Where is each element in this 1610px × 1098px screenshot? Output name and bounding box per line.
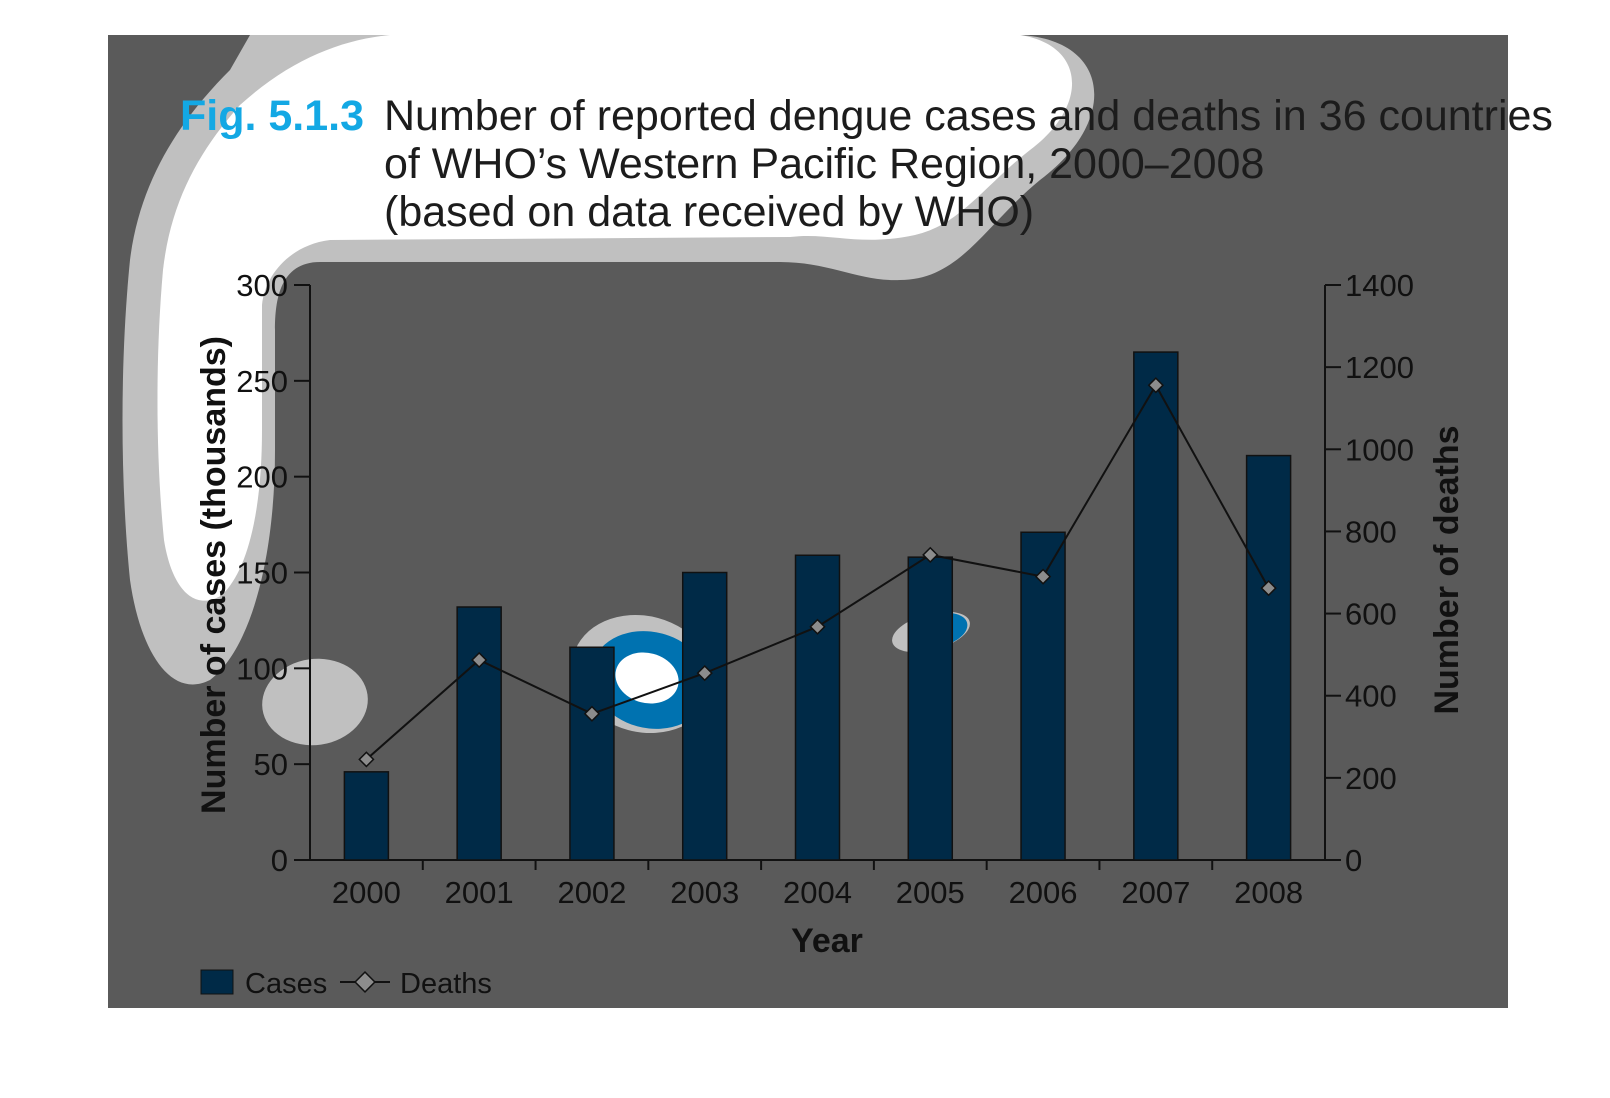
x-tick-label: 2002 — [557, 875, 626, 910]
left-axis-ticks: 0 50 100 150 200 250 300 — [236, 268, 310, 878]
deaths-point-2003 — [696, 664, 713, 682]
x-tick-label: 2005 — [896, 875, 965, 910]
title-line-3: (based on data received by WHO) — [384, 188, 1034, 236]
legend-deaths-label: Deaths — [400, 968, 492, 1000]
right-tick-label: 1000 — [1345, 432, 1414, 467]
right-tick-label: 600 — [1345, 597, 1397, 632]
bar-cases-2001 — [456, 606, 502, 861]
right-axis-title: Number of deaths — [1428, 425, 1466, 714]
deaths-point-2005 — [922, 546, 939, 563]
x-tick-label: 2004 — [783, 875, 852, 910]
bar-cases-2005 — [907, 556, 954, 861]
title-line-2: of WHO’s Western Pacific Region, 2000–20… — [384, 140, 1264, 188]
x-tick-label: 2001 — [445, 875, 514, 910]
x-tick-label: 2006 — [1009, 875, 1078, 910]
x-axis-title: Year — [791, 922, 863, 960]
bar-cases-2007 — [1133, 351, 1179, 861]
right-axis-ticks: 0 200 400 600 800 1000 1200 1400 — [1325, 268, 1414, 878]
left-tick-label: 50 — [254, 747, 288, 782]
right-tick-label: 800 — [1345, 514, 1397, 549]
bar-cases-2006 — [1020, 531, 1066, 861]
deaths-point-2008 — [1260, 579, 1277, 597]
x-tick-label: 2000 — [332, 875, 401, 910]
bar-cases-2003 — [681, 571, 728, 861]
deaths-point-2002 — [583, 705, 601, 722]
left-tick-label: 250 — [236, 364, 288, 399]
left-tick-label: 300 — [236, 268, 288, 303]
right-tick-label: 400 — [1345, 679, 1397, 714]
deaths-point-2006 — [1034, 568, 1052, 585]
legend: Cases Deaths — [200, 968, 492, 1000]
right-tick-label: 1200 — [1345, 350, 1414, 385]
left-tick-label: 100 — [236, 651, 288, 686]
x-tick-label: 2008 — [1234, 875, 1303, 910]
x-tick-label: 2003 — [670, 875, 739, 910]
left-tick-label: 200 — [236, 460, 288, 495]
legend-deaths-marker — [354, 971, 376, 993]
bar-cases-2008 — [1245, 454, 1292, 861]
smear-white-main — [157, 35, 1073, 601]
deaths-point-2007 — [1147, 377, 1164, 394]
left-tick-label: 0 — [271, 843, 288, 878]
deaths-point-2004 — [809, 618, 826, 635]
deaths-point-2000 — [358, 751, 375, 768]
x-tick-label: 2007 — [1121, 875, 1190, 910]
left-tick-label: 150 — [236, 556, 288, 591]
bar-cases-2002 — [569, 646, 615, 861]
deaths-point-2001 — [471, 651, 488, 669]
smear-left-blob — [262, 658, 368, 746]
deaths-series — [358, 377, 1277, 768]
smear-2002-white — [615, 652, 679, 704]
bar-cases-2000 — [343, 771, 390, 861]
right-tick-label: 1400 — [1345, 268, 1414, 303]
legend-cases-swatch — [200, 969, 234, 995]
cases-bars — [343, 351, 1292, 861]
right-tick-label: 200 — [1345, 761, 1397, 796]
bar-cases-2004 — [794, 554, 841, 861]
left-axis-title: Number of cases (thousands) — [195, 336, 233, 814]
title-line-1: Number of reported dengue cases and deat… — [384, 92, 1553, 140]
legend-cases-label: Cases — [245, 968, 327, 1000]
x-axis-ticks: 2000 2001 2002 2003 2004 2005 2006 2007 2008 — [332, 860, 1303, 910]
right-tick-label: 0 — [1345, 843, 1362, 878]
figure-label: Fig. 5.1.3 — [180, 92, 364, 140]
